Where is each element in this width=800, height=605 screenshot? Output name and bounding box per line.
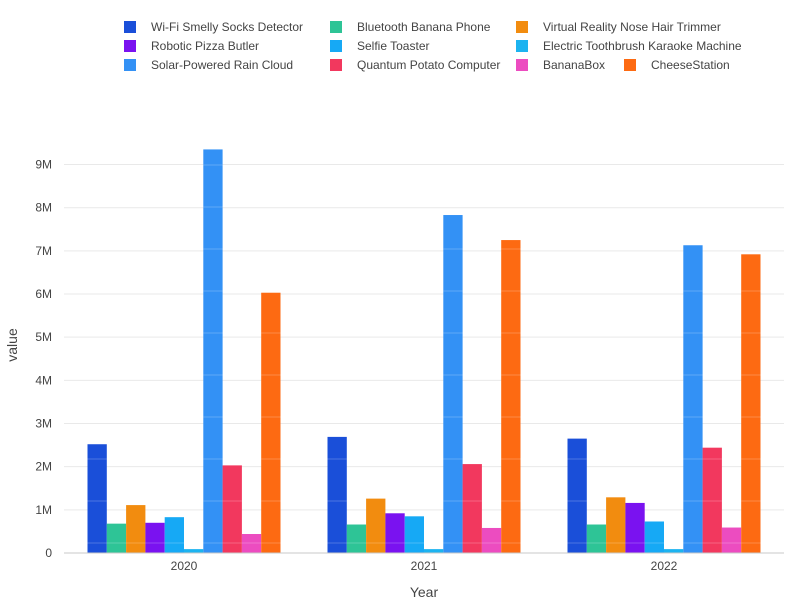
y-tick-label: 4M xyxy=(35,373,52,387)
bar xyxy=(346,524,367,553)
x-axis: 2020 2021 2022 xyxy=(171,559,678,573)
x-axis-title: Year xyxy=(410,584,439,600)
legend-label: CheeseStation xyxy=(651,58,730,72)
y-tick-label: 7M xyxy=(35,244,52,258)
legend-swatch xyxy=(330,40,342,52)
y-tick-label: 9M xyxy=(35,158,52,172)
y-tick-label: 0 xyxy=(45,546,52,560)
y-axis-title: value xyxy=(4,328,20,362)
legend-label: Virtual Reality Nose Hair Trimmer xyxy=(543,20,721,34)
y-tick-label: 6M xyxy=(35,287,52,301)
bar xyxy=(87,444,107,553)
legend-label: Robotic Pizza Butler xyxy=(151,39,259,53)
legend-item[interactable]: Wi-Fi Smelly Socks Detector xyxy=(124,20,303,34)
bars xyxy=(87,149,761,554)
bar xyxy=(443,215,463,554)
legend-label: Quantum Potato Computer xyxy=(357,58,500,72)
y-tick-label: 1M xyxy=(35,503,52,517)
bar xyxy=(145,522,165,553)
legend-swatch xyxy=(516,40,528,52)
legend-item[interactable]: Solar-Powered Rain Cloud xyxy=(124,58,293,72)
legend-item[interactable]: Electric Toothbrush Karaoke Machine xyxy=(516,39,742,53)
legend-swatch xyxy=(516,21,528,33)
legend-item[interactable]: BananaBox xyxy=(516,58,605,72)
bar xyxy=(106,523,127,553)
bar xyxy=(664,549,684,553)
bar xyxy=(741,254,761,553)
legend-item[interactable]: Selfie Toaster xyxy=(330,39,430,53)
bar xyxy=(241,534,262,553)
bar xyxy=(586,524,607,553)
bar xyxy=(261,292,281,553)
y-tick-label: 8M xyxy=(35,201,52,215)
legend-label: Wi-Fi Smelly Socks Detector xyxy=(151,20,303,34)
bar xyxy=(385,513,405,553)
bar xyxy=(683,245,703,554)
legend-swatch xyxy=(124,40,136,52)
bar xyxy=(327,436,347,553)
legend-label: BananaBox xyxy=(543,58,605,72)
gridlines xyxy=(64,164,784,511)
y-tick-label: 2M xyxy=(35,460,52,474)
legend-item[interactable]: Virtual Reality Nose Hair Trimmer xyxy=(516,20,721,34)
bar xyxy=(721,527,742,553)
bar xyxy=(567,438,587,553)
bar xyxy=(501,240,521,553)
bar xyxy=(424,549,444,553)
bar xyxy=(203,149,223,553)
legend-swatch xyxy=(516,59,528,71)
legend-swatch xyxy=(330,21,342,33)
bar xyxy=(625,502,645,553)
bar xyxy=(126,505,146,553)
legend-item[interactable]: CheeseStation xyxy=(624,58,730,72)
x-tick-label: 2022 xyxy=(651,559,678,573)
legend-item[interactable]: Robotic Pizza Butler xyxy=(124,39,259,53)
y-tick-label: 5M xyxy=(35,330,52,344)
legend-swatch xyxy=(124,21,136,33)
bar xyxy=(481,527,502,553)
x-tick-label: 2021 xyxy=(411,559,438,573)
legend-item[interactable]: Quantum Potato Computer xyxy=(330,58,500,72)
bar xyxy=(366,498,386,553)
legend-item[interactable]: Bluetooth Banana Phone xyxy=(330,20,491,34)
bar xyxy=(404,516,424,553)
bar xyxy=(644,521,664,553)
legend-label: Electric Toothbrush Karaoke Machine xyxy=(543,39,742,53)
bar xyxy=(702,447,722,553)
legend-label: Solar-Powered Rain Cloud xyxy=(151,58,293,72)
legend-swatch xyxy=(624,59,636,71)
x-tick-label: 2020 xyxy=(171,559,198,573)
bar xyxy=(462,464,482,553)
legend-label: Bluetooth Banana Phone xyxy=(357,20,491,34)
legend: Wi-Fi Smelly Socks Detector Bluetooth Ban… xyxy=(124,20,742,72)
bar xyxy=(222,465,242,553)
legend-swatch xyxy=(124,59,136,71)
y-tick-label: 3M xyxy=(35,417,52,431)
y-axis: 0 1M 2M 3M 4M 5M 6M 7M 8M 9M xyxy=(35,158,52,560)
bar xyxy=(184,549,204,553)
legend-label: Selfie Toaster xyxy=(357,39,430,53)
legend-swatch xyxy=(330,59,342,71)
bar xyxy=(606,497,626,553)
bar xyxy=(164,517,184,553)
